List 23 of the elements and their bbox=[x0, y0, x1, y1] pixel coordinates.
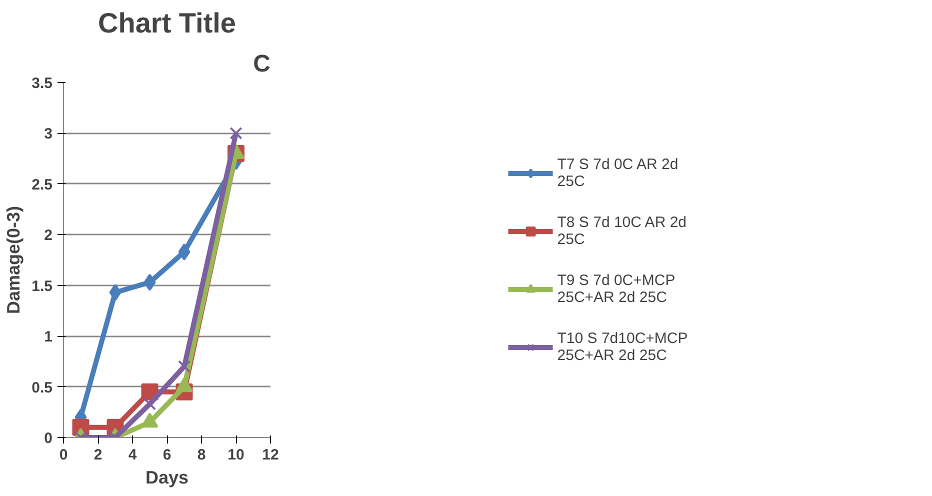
legend-label: T7 S 7d 0C AR 2d 25C bbox=[557, 156, 678, 190]
chart-title: Chart Title bbox=[98, 8, 236, 38]
y-tick-label: 2.5 bbox=[32, 176, 53, 194]
y-axis-title: Damage(0-3) bbox=[4, 206, 24, 314]
x-tick-label: 2 bbox=[94, 446, 102, 464]
x-tick-label: 12 bbox=[262, 446, 279, 464]
x-tick-label: 4 bbox=[128, 446, 138, 464]
text: C bbox=[253, 50, 271, 78]
y-tick-label: 0 bbox=[44, 430, 52, 447]
x-tick-label: 6 bbox=[162, 446, 172, 464]
legend-label: T9 S 7d 0C+MCP 25C+AR 2d 25C bbox=[557, 272, 676, 306]
x-tick-label: 8 bbox=[197, 446, 206, 464]
y-tick-label: 1.5 bbox=[32, 278, 53, 295]
legend-label: T10 S 7d10C+MCP 25C+AR 2d 25C bbox=[557, 330, 688, 364]
x-axis-title: Days bbox=[145, 468, 189, 488]
x-tick-label: 10 bbox=[228, 446, 244, 464]
legend-label: T8 S 7d 10C AR 2d 25C bbox=[557, 214, 687, 248]
y-tick-label: 0.5 bbox=[32, 379, 53, 396]
y-tick-label: 3 bbox=[44, 126, 52, 143]
x-tick-label: 0 bbox=[59, 446, 68, 464]
y-tick-label: 1 bbox=[44, 328, 52, 346]
y-tick-label: 3.5 bbox=[32, 75, 53, 92]
y-tick-label: 2 bbox=[44, 227, 52, 244]
